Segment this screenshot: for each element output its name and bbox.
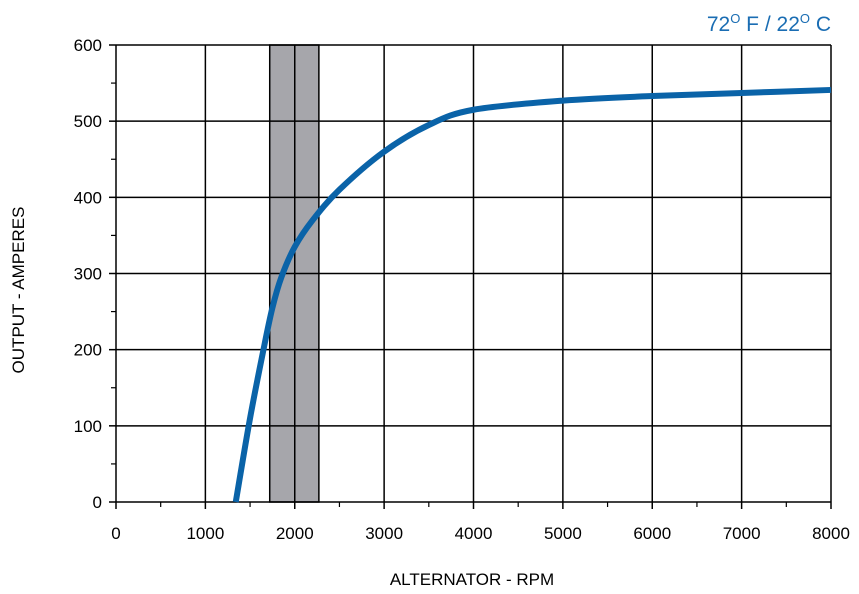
- x-axis-label: ALTERNATOR - RPM: [390, 570, 554, 589]
- y-tick-label-200: 200: [74, 341, 102, 360]
- y-tick-label-400: 400: [74, 188, 102, 207]
- degree-mark-c: O: [800, 11, 810, 26]
- celsius-value: 22: [777, 13, 800, 36]
- x-tick-label-2000: 2000: [276, 524, 314, 543]
- y-tick-label-600: 600: [74, 36, 102, 55]
- temperature-annotation: 72O F / 22O C: [707, 11, 831, 36]
- x-tick-label-6000: 6000: [633, 524, 671, 543]
- y-tick-label-0: 0: [93, 493, 102, 512]
- grid-layer: [109, 44, 832, 509]
- x-tick-label-4000: 4000: [455, 524, 493, 543]
- y-tick-label-500: 500: [74, 112, 102, 131]
- y-tick-labels: 0 100 200 300 400 500 600: [74, 36, 102, 512]
- celsius-unit: C: [810, 13, 831, 36]
- x-tick-labels: 0 1000 2000 3000 4000 5000 6000 7000 8000: [111, 524, 850, 543]
- x-tick-label-7000: 7000: [723, 524, 761, 543]
- x-tick-label-5000: 5000: [544, 524, 582, 543]
- x-tick-label-8000: 8000: [812, 524, 850, 543]
- y-axis-label: OUTPUT - AMPERES: [9, 207, 28, 374]
- x-tick-label-3000: 3000: [365, 524, 403, 543]
- x-tick-label-0: 0: [111, 524, 120, 543]
- degree-mark-f: O: [730, 11, 740, 26]
- series-line-0: [232, 86, 832, 503]
- x-tick-label-1000: 1000: [186, 524, 224, 543]
- series-layer: [232, 86, 832, 503]
- y-tick-label-300: 300: [74, 265, 102, 284]
- fahrenheit-unit: F /: [740, 13, 776, 36]
- fahrenheit-value: 72: [707, 13, 730, 36]
- y-tick-label-100: 100: [74, 417, 102, 436]
